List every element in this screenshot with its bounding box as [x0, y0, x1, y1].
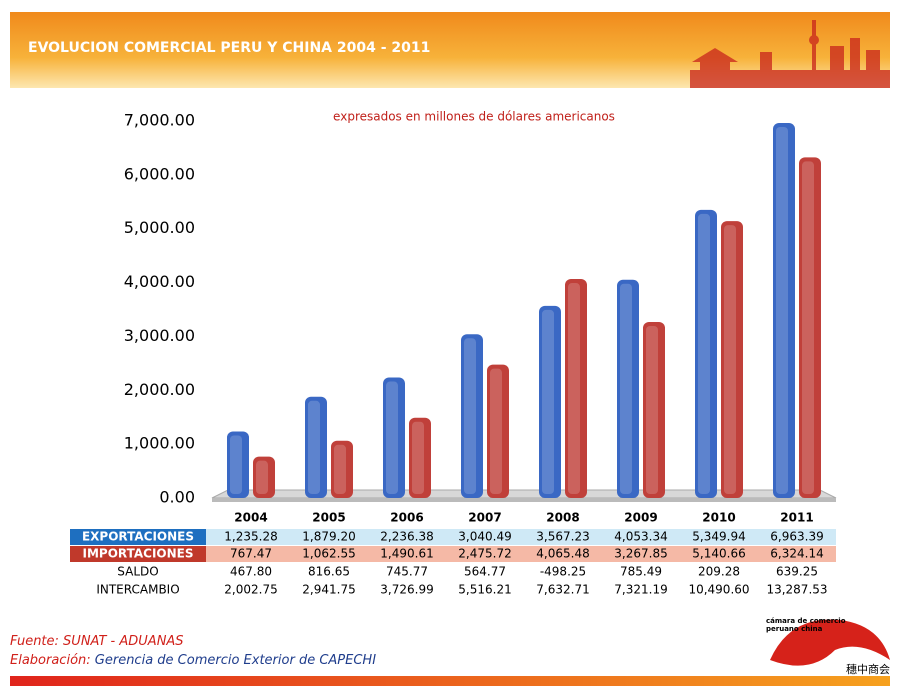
table-cell: 5,140.66 [692, 547, 745, 561]
logo-chinese: 穗中商会 [846, 662, 890, 676]
table-cell: 1,879.20 [302, 530, 355, 544]
table-cell: 4,053.34 [614, 530, 667, 544]
logo: cámara de comercio peruano china 穗中商会 [766, 617, 890, 676]
table-cell: 3,726.99 [380, 583, 433, 597]
bar-shine [698, 214, 710, 494]
table-cell: 6,324.14 [770, 547, 823, 561]
legend-entry: IMPORTACIONES [83, 547, 194, 561]
x-tick-label: 2007 [468, 511, 501, 525]
y-tick-label: 5,000.00 [124, 218, 195, 237]
legend-entry: EXPORTACIONES [82, 530, 194, 544]
credit-label: Elaboración: [10, 653, 91, 668]
bar-shine [776, 127, 788, 494]
y-tick-label: 4,000.00 [124, 272, 195, 291]
x-tick-label: 2010 [702, 511, 735, 525]
table-cell: 1,235.28 [224, 530, 277, 544]
bar-shine [256, 461, 268, 494]
logo-line: peruano china [766, 625, 823, 633]
table-cell: 3,040.49 [458, 530, 511, 544]
table-cell: 7,632.71 [536, 583, 589, 597]
table-cell: 2,002.75 [224, 583, 277, 597]
table-cell: 785.49 [620, 565, 662, 579]
y-tick-label: 2,000.00 [124, 380, 195, 399]
bar-shine [646, 326, 658, 494]
bar-shine [542, 310, 554, 494]
table-cell: 564.77 [464, 565, 506, 579]
floor-edge [212, 498, 836, 502]
bar-shine [308, 401, 320, 494]
x-tick-label: 2005 [312, 511, 345, 525]
table-cell: 745.77 [386, 565, 428, 579]
y-tick-label: 7,000.00 [124, 111, 195, 130]
x-tick-label: 2004 [234, 511, 267, 525]
bar-shine [568, 283, 580, 494]
y-tick-label: 6,000.00 [124, 164, 195, 183]
footer-bar [10, 676, 890, 686]
y-tick-label: 3,000.00 [124, 326, 195, 345]
table-cell: 209.28 [698, 565, 740, 579]
table-cell: 767.47 [230, 547, 272, 561]
x-tick-label: 2009 [624, 511, 657, 525]
table-cell: 13,287.53 [766, 583, 827, 597]
source: Fuente: SUNAT - ADUANAS [10, 634, 184, 649]
table-cell: -498.25 [540, 565, 586, 579]
bar-shine [620, 284, 632, 494]
table-cell: 5,516.21 [458, 583, 511, 597]
credit: Elaboración: Gerencia de Comercio Exteri… [10, 653, 376, 668]
x-tick-label: 2006 [390, 511, 423, 525]
x-tick-label: 2008 [546, 511, 579, 525]
row-label: SALDO [117, 565, 158, 579]
table-cell: 2,941.75 [302, 583, 355, 597]
bar-shine [490, 369, 502, 494]
source-text: SUNAT - ADUANAS [63, 634, 184, 649]
table-cell: 6,963.39 [770, 530, 823, 544]
title: EVOLUCION COMERCIAL PERU Y CHINA 2004 - … [28, 40, 430, 56]
bar-shine [724, 225, 736, 494]
table-cell: 1,490.61 [380, 547, 433, 561]
credit-text: Gerencia de Comercio Exterior de CAPECHI [95, 653, 376, 668]
table-cell: 467.80 [230, 565, 272, 579]
table-cell: 7,321.19 [614, 583, 667, 597]
subtitle: expresados en millones de dólares americ… [333, 110, 615, 124]
y-tick-label: 1,000.00 [124, 434, 195, 453]
table-cell: 816.65 [308, 565, 350, 579]
bar-shine [334, 445, 346, 494]
table-cell: 1,062.55 [302, 547, 355, 561]
bar-shine [230, 435, 242, 494]
page: EVOLUCION COMERCIAL PERU Y CHINA 2004 - … [0, 0, 900, 686]
table-cell: 3,267.85 [614, 547, 667, 561]
bar-shine [412, 422, 424, 494]
table-cell: 10,490.60 [688, 583, 749, 597]
table-cell: 2,475.72 [458, 547, 511, 561]
row-label: INTERCAMBIO [96, 583, 179, 597]
y-tick-label: 0.00 [159, 488, 195, 507]
source-label: Fuente: [10, 634, 59, 649]
table-cell: 5,349.94 [692, 530, 745, 544]
bar-shine [464, 338, 476, 494]
table-cell: 3,567.23 [536, 530, 589, 544]
table-cell: 639.25 [776, 565, 818, 579]
table-cell: 4,065.48 [536, 547, 589, 561]
x-tick-label: 2011 [780, 511, 813, 525]
logo-line: cámara de comercio [766, 617, 846, 625]
bar-shine [802, 161, 814, 494]
table-cell: 2,236.38 [380, 530, 433, 544]
bar-shine [386, 382, 398, 494]
